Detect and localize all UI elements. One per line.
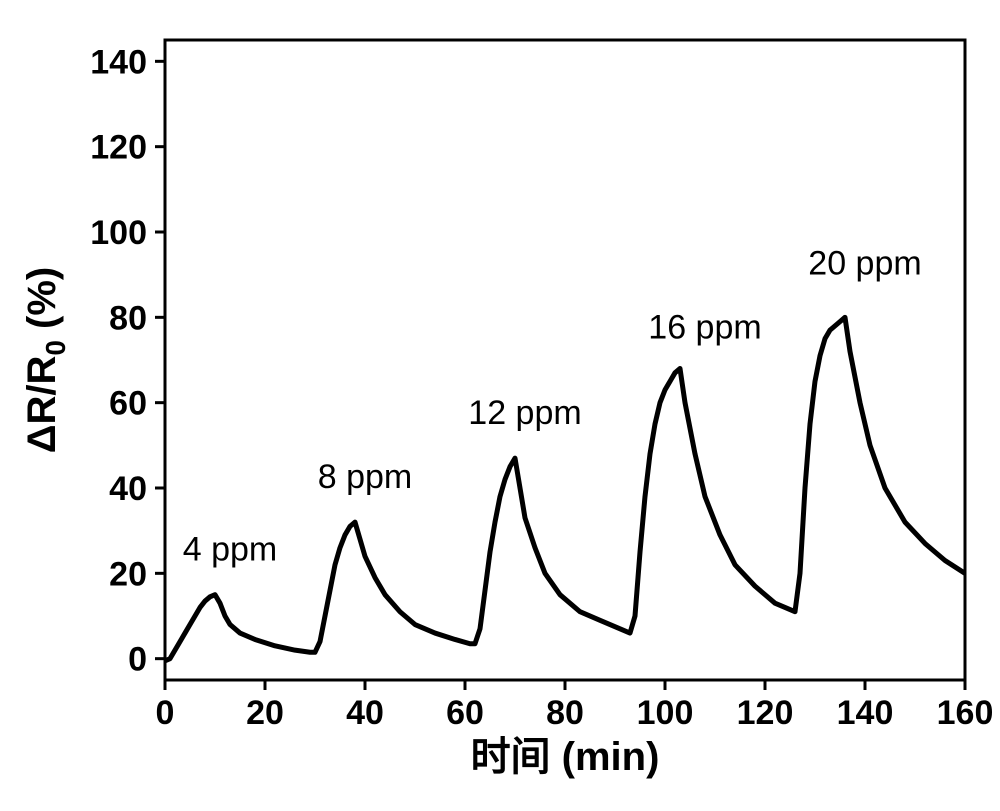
svg-text:ΔR/R0 (%): ΔR/R0 (%) [20,267,71,454]
svg-text:140: 140 [837,694,894,732]
svg-text:0: 0 [128,641,147,679]
svg-text:20: 20 [109,555,147,593]
svg-text:0: 0 [156,694,175,732]
svg-text:60: 60 [109,385,147,423]
chart-container: 0 20 40 60 80 100 120 140 0 20 40 60 80 100 120 140 160 Δ… [0,0,1000,811]
svg-text:20: 20 [246,694,284,732]
svg-text:40: 40 [346,694,384,732]
chart-svg: 0 20 40 60 80 100 120 140 0 20 40 60 80 100 120 140 160 Δ… [0,0,1000,811]
svg-text:8 ppm: 8 ppm [318,458,413,496]
svg-text:160: 160 [937,694,994,732]
svg-text:60: 60 [446,694,484,732]
svg-text:80: 80 [109,299,147,337]
svg-text:12 ppm: 12 ppm [468,394,581,432]
svg-text:时间 (min): 时间 (min) [471,735,660,779]
svg-text:100: 100 [637,694,694,732]
svg-text:20 ppm: 20 ppm [808,245,921,283]
svg-text:140: 140 [90,43,147,81]
svg-text:80: 80 [546,694,584,732]
svg-text:100: 100 [90,214,147,252]
svg-text:16 ppm: 16 ppm [648,309,761,347]
svg-text:4 ppm: 4 ppm [183,531,278,569]
svg-text:40: 40 [109,470,147,508]
svg-text:120: 120 [90,129,147,167]
svg-text:120: 120 [737,694,794,732]
